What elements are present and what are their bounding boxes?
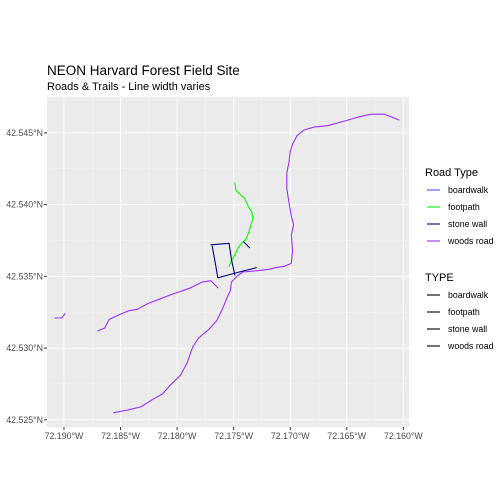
x-tick-label: 72.180°W <box>158 431 197 441</box>
y-tick-label: 42.540°N <box>6 200 43 210</box>
legend-title: TYPE <box>425 272 454 284</box>
x-tick-label: 72.185°W <box>101 431 140 441</box>
legend-title: Road Type <box>425 167 478 179</box>
legend-label: woods road <box>447 341 494 351</box>
road-line-woods-road <box>97 280 219 332</box>
chart-title: NEON Harvard Forest Field Site <box>47 63 240 78</box>
y-tick-label: 42.530°N <box>6 343 43 353</box>
road-line-stone-wall <box>211 245 257 279</box>
road-line-woods-road <box>113 113 400 414</box>
legend-label: footpath <box>448 202 480 212</box>
y-axis: 42.525°N 42.530°N 42.535°N 42.540°N 42.545°N <box>6 128 47 425</box>
legend: Road Type boardwalk footpath stone wall wood… <box>425 167 494 355</box>
gridlines <box>47 97 409 427</box>
legend-label: boardwalk <box>448 290 489 300</box>
x-tick-label: 72.190°W <box>45 431 84 441</box>
x-tick-label: 72.165°W <box>327 431 366 441</box>
legend-label: boardwalk <box>448 185 489 195</box>
x-tick-label: 72.160°W <box>384 431 423 441</box>
x-tick-label: 72.170°W <box>271 431 310 441</box>
plot-background <box>47 97 409 427</box>
road-line-stone-wall <box>243 241 251 249</box>
y-tick-label: 42.535°N <box>6 271 43 281</box>
road-line-woods-road <box>54 313 66 319</box>
legend-label: stone wall <box>448 324 487 334</box>
y-tick-label: 42.525°N <box>6 415 43 425</box>
plot-panel <box>47 97 409 427</box>
road-lines <box>54 113 400 414</box>
x-axis: 72.190°W 72.185°W 72.180°W 72.175°W 72.170°W… <box>45 427 423 441</box>
legend-label: stone wall <box>448 219 487 229</box>
chart-subtitle: Roads & Trails - Line width varies <box>47 81 211 93</box>
road-line-footpath <box>228 182 254 267</box>
road-line-stone-wall <box>210 242 236 276</box>
y-tick-label: 42.545°N <box>6 128 43 138</box>
x-tick-label: 72.175°W <box>214 431 253 441</box>
legend-label: woods road <box>447 236 494 246</box>
legend-label: footpath <box>448 307 480 317</box>
